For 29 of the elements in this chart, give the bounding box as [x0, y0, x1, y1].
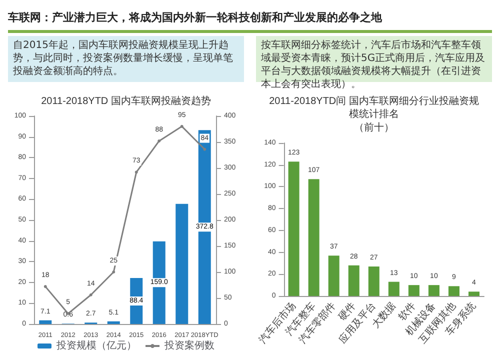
- text: 车联网：产业潜力巨大，将成为国内外新一轮科技创新和产业发展的必争之地: [8, 6, 492, 33]
- point: [89, 293, 92, 296]
- chart-subtitle: （前十）: [354, 122, 394, 134]
- point: [44, 285, 47, 288]
- bar: [468, 292, 480, 296]
- chart-title: 2011-2018YTD间 国内车联网细分行业投融资规模统计排名: [269, 95, 479, 120]
- bar: [428, 285, 440, 296]
- bar: [198, 130, 211, 324]
- legend-label: 投资规模（亿元）: [56, 340, 136, 352]
- point: [134, 170, 138, 174]
- point: [203, 148, 206, 151]
- point: [112, 270, 116, 274]
- bar: [107, 321, 120, 324]
- legend-label: 投资案例数: [164, 340, 214, 352]
- bar: [408, 285, 420, 296]
- bar: [176, 204, 188, 324]
- text: 自2015年起，国内车联网投融资规模呈现上升趋势，与此同时，投资案例数量增长缓慢，呈现单笔投融资金额渐高的特点。: [8, 36, 244, 82]
- bar: [348, 265, 360, 296]
- bar: [368, 266, 380, 296]
- point: [180, 124, 184, 128]
- bar: [288, 162, 300, 296]
- text: 按车联网细分标签统计，汽车后市场和汽车整车领域最受资本青睐，预计5G正式商用后，汽车应用及平台与大数据领域融资规模将大幅提升（在引进资本上会有突出表现）。: [260, 38, 486, 90]
- bar: [448, 286, 460, 296]
- chart-title: 2011-2018YTD 国内车联网投融资趋势: [41, 95, 211, 107]
- bar: [388, 282, 400, 296]
- bar: [308, 179, 320, 296]
- point: [158, 139, 161, 142]
- bar: [328, 256, 340, 296]
- bar: [39, 320, 52, 324]
